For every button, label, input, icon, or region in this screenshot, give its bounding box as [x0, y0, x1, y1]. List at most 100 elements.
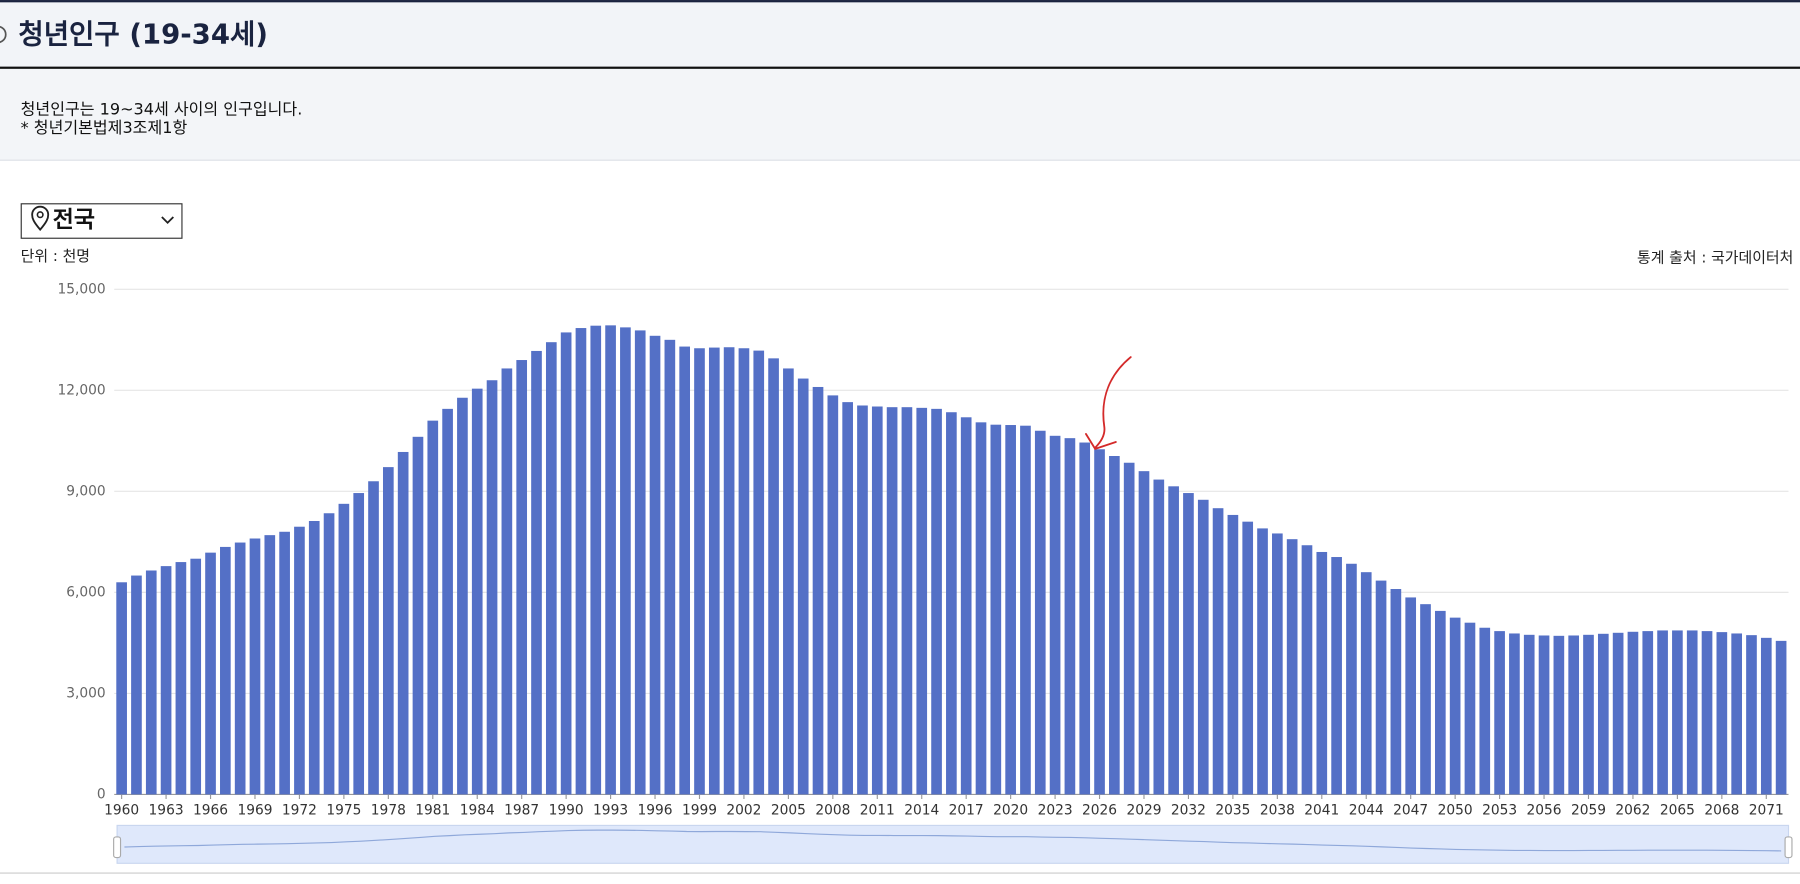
- bar: [1360, 572, 1372, 795]
- bar: [190, 558, 202, 795]
- navigator-handle[interactable]: [113, 836, 122, 859]
- y-tick-label: 12,000: [57, 382, 105, 398]
- x-tick-label: 2017: [949, 802, 984, 818]
- x-tick-label: 2005: [771, 802, 806, 818]
- bar: [1523, 634, 1535, 795]
- x-tick-label: 1987: [504, 802, 539, 818]
- bar: [1316, 551, 1328, 795]
- bar: [1049, 435, 1061, 795]
- bar: [783, 368, 794, 795]
- bar: [220, 546, 231, 795]
- bar: [368, 481, 379, 795]
- select-label[interactable]: 전국: [53, 207, 95, 233]
- bar: [1183, 493, 1194, 795]
- bar: [708, 347, 720, 795]
- bar: [457, 397, 468, 795]
- bar: [545, 342, 557, 795]
- top-border: [0, 0, 1800, 3]
- bar: [1242, 521, 1254, 795]
- bar: [116, 582, 127, 795]
- x-tick-label: 1993: [593, 802, 628, 818]
- bar: [1005, 425, 1016, 795]
- unit-label: 단위 : 천명: [21, 247, 90, 265]
- x-tick-label: 1990: [549, 802, 584, 818]
- x-tick-label: 2059: [1571, 802, 1606, 818]
- x-tick-label: 2026: [1082, 802, 1117, 818]
- bar: [1701, 631, 1713, 795]
- bar: [916, 407, 928, 795]
- x-tick-label: 2050: [1438, 802, 1473, 818]
- bar: [471, 388, 483, 795]
- bar: [664, 339, 676, 795]
- navigator-line: [124, 829, 1782, 852]
- bar: [531, 350, 542, 795]
- bar: [1153, 479, 1165, 795]
- header-rule: [0, 66, 1800, 69]
- bar: [160, 566, 172, 795]
- bar: [1094, 449, 1105, 795]
- bar: [946, 412, 957, 795]
- bar: [1760, 637, 1772, 795]
- description-rule: [0, 159, 1800, 161]
- bar: [264, 535, 276, 795]
- x-tick-label: 1960: [104, 802, 139, 818]
- bar: [1168, 486, 1179, 795]
- bar: [338, 503, 350, 795]
- bar: [931, 408, 942, 795]
- x-tick-label: 1975: [326, 802, 361, 818]
- bar: [827, 395, 839, 795]
- bar: [234, 542, 246, 795]
- x-tick-label: 1978: [371, 802, 406, 818]
- bottom-rule: [0, 872, 1800, 874]
- bar: [1642, 631, 1654, 795]
- x-tick-label: 2029: [1126, 802, 1161, 818]
- bar: [1672, 630, 1683, 795]
- bar: [1390, 589, 1402, 795]
- x-tick-label: 2014: [904, 802, 939, 818]
- bar: [501, 368, 513, 795]
- bar: [294, 526, 305, 795]
- bar: [1257, 528, 1268, 795]
- x-tick-label: 1966: [193, 802, 228, 818]
- bar: [1538, 635, 1550, 795]
- bar: [1686, 630, 1698, 795]
- bar: [1197, 499, 1209, 795]
- bar: [1375, 580, 1387, 795]
- bar: [1464, 622, 1476, 795]
- region-select[interactable]: 전국: [20, 203, 183, 239]
- description-line: * 청년기본법제3조제1항: [21, 118, 188, 137]
- bar: [812, 386, 824, 795]
- bar: [1020, 425, 1031, 795]
- y-tick-label: 3,000: [66, 685, 105, 701]
- bar: [649, 335, 661, 795]
- bar: [1597, 633, 1609, 795]
- bar: [1583, 634, 1594, 795]
- bar: [353, 493, 365, 795]
- x-tick-label: 2056: [1527, 802, 1562, 818]
- x-tick-label: 2068: [1704, 802, 1739, 818]
- bar: [516, 360, 528, 795]
- bar: [1494, 631, 1505, 795]
- bar: [723, 347, 735, 795]
- bar: [131, 575, 142, 795]
- bar: [871, 406, 883, 795]
- x-tick-label: 1999: [682, 802, 717, 818]
- bar: [575, 328, 587, 795]
- bar: [1286, 539, 1298, 795]
- x-tick-label: 2044: [1349, 802, 1384, 818]
- y-tick-label: 9,000: [66, 483, 105, 499]
- bar: [308, 520, 320, 795]
- bar: [1509, 633, 1520, 795]
- navigator-handle[interactable]: [1784, 836, 1793, 859]
- x-tick-label: 1972: [282, 802, 317, 818]
- source-label: 통계 출처 : 국가데이터처: [1637, 248, 1793, 266]
- bar: [1034, 430, 1046, 795]
- annotation-arrow: [1085, 356, 1132, 450]
- bar: [1079, 442, 1091, 795]
- bar: [1346, 563, 1357, 795]
- y-tick-label: 15,000: [57, 281, 105, 297]
- select-box[interactable]: [20, 203, 183, 239]
- bar: [679, 346, 691, 795]
- bar: [990, 424, 1002, 795]
